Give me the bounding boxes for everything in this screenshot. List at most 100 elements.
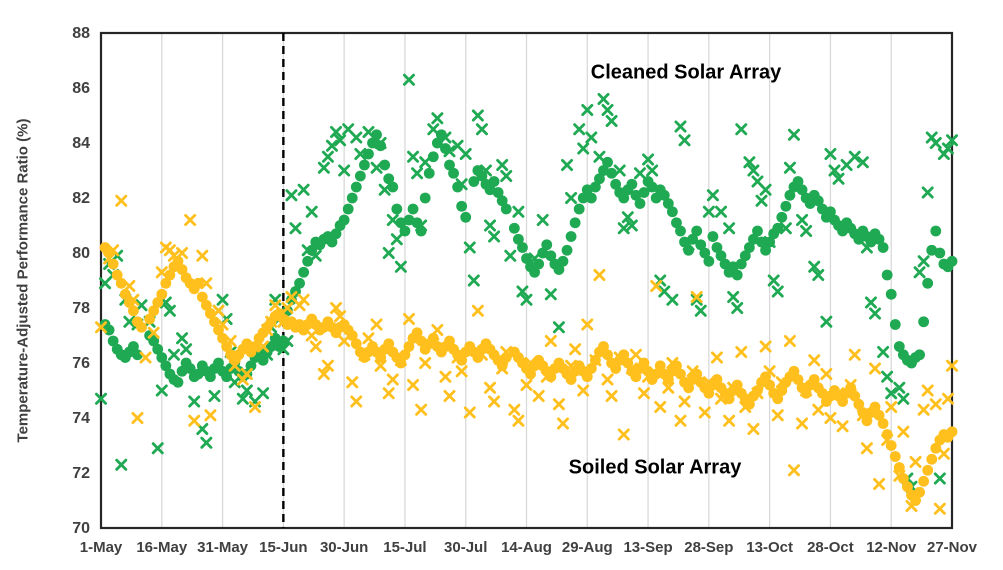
cleaned-circle-marker xyxy=(946,255,958,267)
soiled-x-marker xyxy=(451,351,464,364)
soiled-x-marker xyxy=(690,291,703,303)
soiled-x-marker xyxy=(796,417,809,430)
soiled-x-marker xyxy=(629,348,642,361)
cleaned-x-marker xyxy=(431,112,444,125)
soiled-x-marker xyxy=(787,464,800,477)
soiled-x-marker xyxy=(257,340,270,353)
cleaned-x-marker xyxy=(155,384,168,397)
soiled-x-marker xyxy=(415,403,428,416)
cleaned-circle-marker xyxy=(743,242,755,253)
cleaned-x-marker xyxy=(946,134,958,147)
soiled-x-marker xyxy=(277,315,290,328)
cleaned-x-marker xyxy=(690,293,703,306)
cleaned-x-marker xyxy=(484,219,497,232)
cleaned-circle-marker xyxy=(427,151,439,163)
cleaned-circle-marker xyxy=(407,203,419,215)
cleaned-x-marker xyxy=(763,236,776,248)
cleaned-circle-marker xyxy=(825,206,836,218)
cleaned-x-marker xyxy=(625,219,638,232)
cleaned-x-marker xyxy=(682,238,695,251)
cleaned-x-marker xyxy=(285,189,298,202)
cleaned-x-marker xyxy=(897,392,910,405)
cleaned-x-marker xyxy=(439,131,452,144)
cleaned-circle-marker xyxy=(221,371,233,383)
cleaned-x-marker xyxy=(180,343,193,356)
cleaned-circle-marker xyxy=(760,244,771,256)
cleaned-x-marker xyxy=(881,370,894,383)
cleaned-circle-marker xyxy=(638,187,650,198)
x-tick-label: 12-Nov xyxy=(866,539,917,556)
y-tick-label: 70 xyxy=(72,520,90,537)
cleaned-x-marker xyxy=(208,390,221,402)
cleaned-circle-marker xyxy=(934,247,946,259)
cleaned-x-marker xyxy=(188,395,201,408)
cleaned-x-marker xyxy=(621,211,634,224)
soiled-x-marker xyxy=(808,354,821,367)
y-tick-label: 76 xyxy=(72,355,90,372)
soiled-circle-marker xyxy=(525,368,536,380)
y-tick-label: 86 xyxy=(72,80,90,97)
cleaned-circle-marker xyxy=(342,203,354,215)
cleaned-circle-marker xyxy=(128,341,139,352)
soiled-x-marker xyxy=(532,390,545,402)
x-tick-label: 31-May xyxy=(197,539,249,556)
y-axis-title: Temperature-Adjusted Performance Ratio (… xyxy=(14,118,32,443)
cleaned-x-marker xyxy=(581,104,594,116)
cleaned-x-marker xyxy=(386,214,399,226)
soiled-x-marker xyxy=(593,269,606,281)
soiled-circle-marker xyxy=(565,374,577,385)
cleaned-circle-marker xyxy=(926,244,938,256)
soiled-x-marker xyxy=(751,387,764,400)
soiled-circle-marker xyxy=(853,398,865,410)
x-tick-label: 27-Nov xyxy=(927,539,978,556)
cleaned-x-marker xyxy=(694,304,707,317)
cleaned-circle-marker xyxy=(192,368,204,380)
soiled-x-marker xyxy=(836,420,849,433)
cleaned-circle-marker xyxy=(213,357,224,369)
cleaned-circle-marker xyxy=(885,288,897,300)
cleaned-circle-marker xyxy=(784,189,796,201)
soiled-circle-marker xyxy=(683,382,694,394)
soiled-x-marker xyxy=(642,370,655,383)
cleaned-x-marker xyxy=(257,387,270,400)
soiled-x-marker xyxy=(715,392,728,405)
soiled-circle-marker xyxy=(444,335,455,347)
soiled-circle-marker xyxy=(772,393,784,405)
cleaned-x-marker xyxy=(407,150,420,163)
cleaned-x-marker xyxy=(832,172,845,185)
cleaned-x-marker xyxy=(917,255,930,268)
cleaned-x-marker xyxy=(305,205,318,218)
y-tick-label: 74 xyxy=(72,410,90,427)
soiled-x-marker xyxy=(929,398,942,411)
x-tick-label: 29-Aug xyxy=(562,539,613,556)
soiled-x-marker xyxy=(881,434,894,446)
x-tick-label: 30-Jul xyxy=(444,539,487,556)
cleaned-x-marker xyxy=(151,442,164,455)
cleaned-x-marker xyxy=(633,167,646,180)
cleaned-x-marker xyxy=(767,274,780,287)
soiled-x-marker xyxy=(698,406,711,419)
cleaned-circle-marker xyxy=(577,192,589,204)
cleaned-x-marker xyxy=(674,120,687,133)
soiled-x-marker xyxy=(577,384,590,397)
soiled-x-marker xyxy=(407,379,420,391)
cleaned-x-marker xyxy=(783,161,796,174)
cleaned-circle-marker xyxy=(363,148,374,160)
soiled-circle-marker xyxy=(654,360,666,372)
cleaned-circle-marker xyxy=(444,159,455,171)
soiled-x-marker xyxy=(184,214,197,226)
cleaned-x-marker xyxy=(317,161,330,174)
soiled-x-marker xyxy=(771,409,784,422)
cleaned-x-marker xyxy=(390,233,403,246)
cleaned-circle-marker xyxy=(695,239,707,251)
cleaned-circle-marker xyxy=(419,192,431,204)
cleaned-circle-marker xyxy=(148,335,160,347)
soiled-circle-marker xyxy=(752,385,763,396)
soiled-x-marker xyxy=(334,310,347,323)
cleaned-circle-marker xyxy=(699,247,711,259)
soiled-x-marker xyxy=(686,365,699,378)
soiled-circle-marker xyxy=(598,341,609,352)
cleaned-circle-marker xyxy=(265,341,277,352)
soiled-x-marker xyxy=(856,409,869,422)
cleaned-circle-marker xyxy=(500,203,512,215)
